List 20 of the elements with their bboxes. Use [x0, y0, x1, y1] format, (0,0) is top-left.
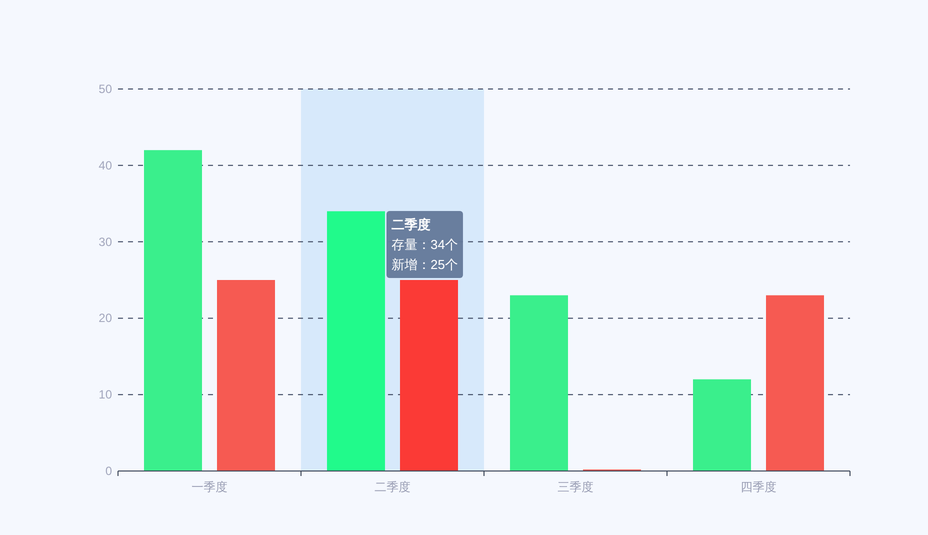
y-tick-label: 30 [98, 234, 112, 249]
bar [766, 295, 824, 471]
y-tick-label: 40 [98, 158, 112, 172]
x-tick-label: 三季度 [558, 480, 594, 494]
bar [510, 295, 568, 471]
y-tick-label: 50 [98, 82, 112, 96]
bar [144, 150, 202, 471]
bar [217, 280, 275, 471]
y-tick-label: 20 [98, 311, 112, 326]
y-tick-label: 0 [105, 464, 112, 478]
x-tick-label: 二季度 [374, 480, 410, 494]
bar [327, 211, 385, 471]
bar [693, 379, 751, 471]
bar [400, 280, 458, 471]
annotation: 新增：25个 [392, 257, 458, 272]
x-tick-label: 一季度 [192, 480, 228, 494]
annotation: 存量：34个 [392, 237, 458, 252]
annotation: 二季度 [392, 217, 430, 232]
x-tick-label: 四季度 [740, 480, 776, 494]
y-tick-label: 10 [98, 388, 112, 402]
